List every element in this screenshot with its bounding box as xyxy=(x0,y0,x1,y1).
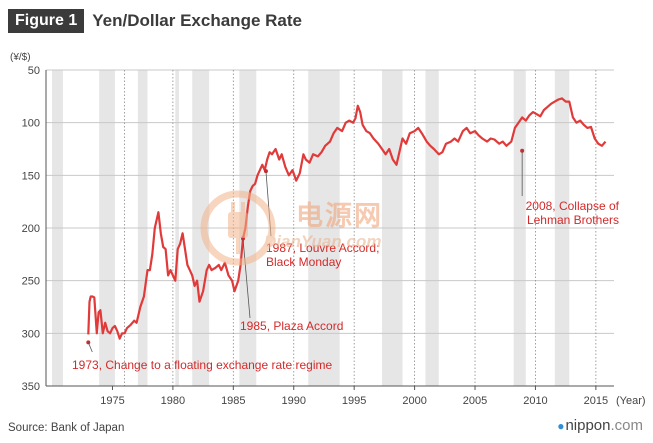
x-tick-label: 2010 xyxy=(523,395,547,407)
y-tick-label: 200 xyxy=(22,223,40,235)
annotation-label: 2008, Collapse of xyxy=(526,199,620,213)
annotation-leader xyxy=(265,171,272,237)
annotation-label: 1985, Plaza Accord xyxy=(240,319,343,333)
brand-logo: ● nippon .com xyxy=(557,417,643,434)
y-axis-unit: (¥/$) xyxy=(10,52,31,63)
chart-title: Yen/Dollar Exchange Rate xyxy=(92,11,302,30)
figure-header: Figure 1 Yen/Dollar Exchange Rate xyxy=(8,8,302,34)
x-tick-label: 1975 xyxy=(100,395,124,407)
brand-dot-icon: ● xyxy=(557,418,565,433)
brand-suffix: .com xyxy=(610,417,643,434)
y-tick-label: 50 xyxy=(28,65,40,77)
brand-name: nippon xyxy=(565,417,611,434)
annotation-label: 1973, Change to a floating exchange rate… xyxy=(72,358,333,372)
x-tick-label: 2005 xyxy=(463,395,487,407)
x-tick-label: 1990 xyxy=(282,395,306,407)
series-line xyxy=(87,97,607,340)
y-tick-label: 150 xyxy=(22,170,40,182)
x-tick-label: 1980 xyxy=(161,395,185,407)
annotation-label: Black Monday xyxy=(266,255,341,269)
source-note: Source: Bank of Japan xyxy=(8,422,125,434)
figure-badge: Figure 1 xyxy=(8,9,85,33)
x-tick-label: 2000 xyxy=(402,395,426,407)
annotation-label: Lehman Brothers xyxy=(527,213,619,227)
y-tick-label: 100 xyxy=(22,118,40,130)
y-tick-label: 350 xyxy=(22,381,40,393)
annotation-leader xyxy=(87,342,93,353)
x-tick-label: 1985 xyxy=(221,395,245,407)
x-tick-label: 2015 xyxy=(584,395,608,407)
x-axis-unit: (Year) xyxy=(616,395,646,407)
x-tick-label: 1995 xyxy=(342,395,366,407)
y-tick-label: 250 xyxy=(22,276,40,288)
y-tick-label: 300 xyxy=(22,328,40,340)
annotation-label: 1987, Louvre Accord; xyxy=(266,241,379,255)
